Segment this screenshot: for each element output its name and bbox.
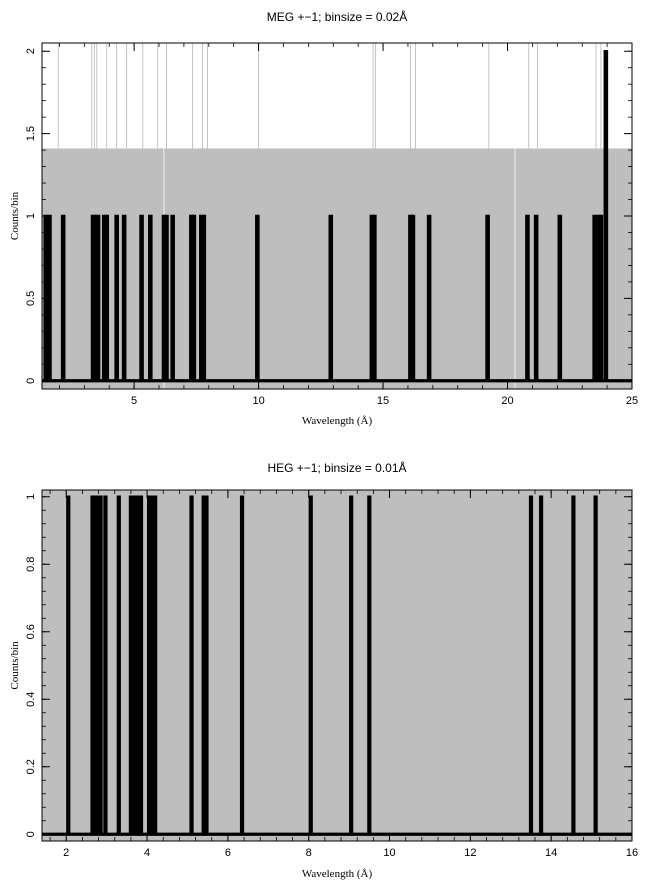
- y-tick-label: 0: [25, 378, 37, 384]
- x-tick-label: 10: [252, 395, 264, 407]
- data-bar: [593, 495, 598, 835]
- data-bar: [571, 495, 576, 835]
- data-bar: [592, 214, 597, 381]
- data-bar: [138, 495, 144, 835]
- data-bar: [66, 495, 71, 835]
- data-bar: [201, 495, 206, 835]
- data-bar: [239, 495, 245, 835]
- axes-frame: [41, 489, 633, 842]
- data-bar: [349, 495, 354, 835]
- y-tick-label: 2: [25, 48, 37, 54]
- data-bar: [132, 495, 138, 835]
- x-tick-label: 15: [377, 395, 389, 407]
- data-bar: [328, 214, 334, 381]
- data-bar: [372, 214, 377, 381]
- x-tick-label: 25: [626, 395, 638, 407]
- data-bar: [90, 495, 95, 835]
- x-axis-label: Wavelength (Å): [302, 415, 373, 427]
- data-bar: [191, 214, 197, 381]
- plot-area: [42, 43, 632, 389]
- data-bar: [204, 495, 209, 835]
- chart-title: MEG +−1; binsize = 0.02Å: [267, 9, 407, 24]
- data-bar: [308, 495, 313, 835]
- data-bar: [170, 214, 175, 381]
- plot-area: [42, 490, 632, 841]
- x-tick-label: 6: [225, 847, 231, 859]
- x-tick-label: 10: [383, 847, 395, 859]
- data-bar: [128, 495, 134, 835]
- data-bar: [367, 495, 372, 835]
- data-bar: [121, 214, 127, 381]
- data-bar: [147, 214, 153, 381]
- data-bar: [485, 214, 490, 381]
- y-tick-label: 1.5: [25, 126, 37, 141]
- data-bar: [164, 214, 169, 381]
- heg-panel: 2 4 6 8 10 12 14 16 0 0.2 0.4 0.6 0.8 1 HEG +−1; binsi…: [9, 460, 638, 880]
- data-bar: [136, 495, 141, 835]
- meg-panel: 5 10 15 20 25 0 0.5 1 1.5 2 MEG +−1; binsize = 0.0…: [9, 9, 638, 427]
- data-bar: [525, 214, 530, 381]
- y-tick-label: 0.5: [25, 291, 37, 306]
- data-bar: [201, 214, 207, 381]
- x-tick-label: 20: [501, 395, 513, 407]
- data-bar: [598, 214, 604, 381]
- x-tick-label: 14: [545, 847, 557, 859]
- x-tick-label: 8: [306, 847, 312, 859]
- data-bar: [95, 495, 100, 835]
- data-bar: [150, 495, 155, 835]
- y-tick-label: 0.4: [25, 692, 37, 707]
- x-tick-label: 4: [144, 847, 150, 859]
- data-bar: [528, 495, 534, 835]
- y-axis-label: Counts/bin: [9, 191, 21, 240]
- data-bar: [104, 214, 110, 381]
- x-tick-label: 12: [464, 847, 476, 859]
- y-axis-label: Counts/bin: [9, 641, 21, 690]
- data-bar: [255, 214, 260, 381]
- y-tick-label: 1: [25, 494, 37, 500]
- data-bar: [60, 214, 66, 381]
- data-bar: [603, 49, 609, 381]
- x-tick-label: 16: [626, 847, 638, 859]
- y-tick-label: 0.8: [25, 557, 37, 572]
- data-bar: [189, 495, 194, 835]
- data-bar: [139, 214, 144, 381]
- y-tick-label: 1: [25, 213, 37, 219]
- data-bar: [103, 495, 108, 835]
- x-tick-label: 5: [131, 395, 137, 407]
- x-tick-label: 2: [63, 847, 69, 859]
- data-bar: [426, 214, 432, 381]
- y-tick-label: 0.2: [25, 759, 37, 774]
- data-bar: [533, 214, 539, 381]
- chart-title: HEG +−1; binsize = 0.01Å: [267, 460, 406, 475]
- y-tick-label: 0: [25, 831, 37, 837]
- data-bar: [116, 495, 121, 835]
- data-bar: [410, 214, 416, 381]
- data-bar: [98, 495, 103, 835]
- data-bar: [538, 495, 544, 835]
- data-bar: [114, 214, 119, 381]
- data-bar: [153, 495, 158, 835]
- y-tick-label: 0.6: [25, 624, 37, 639]
- data-bar: [95, 214, 101, 381]
- data-bar: [146, 495, 152, 835]
- x-axis-label: Wavelength (Å): [302, 868, 373, 880]
- data-bar: [557, 214, 563, 381]
- background-fill: [42, 148, 632, 389]
